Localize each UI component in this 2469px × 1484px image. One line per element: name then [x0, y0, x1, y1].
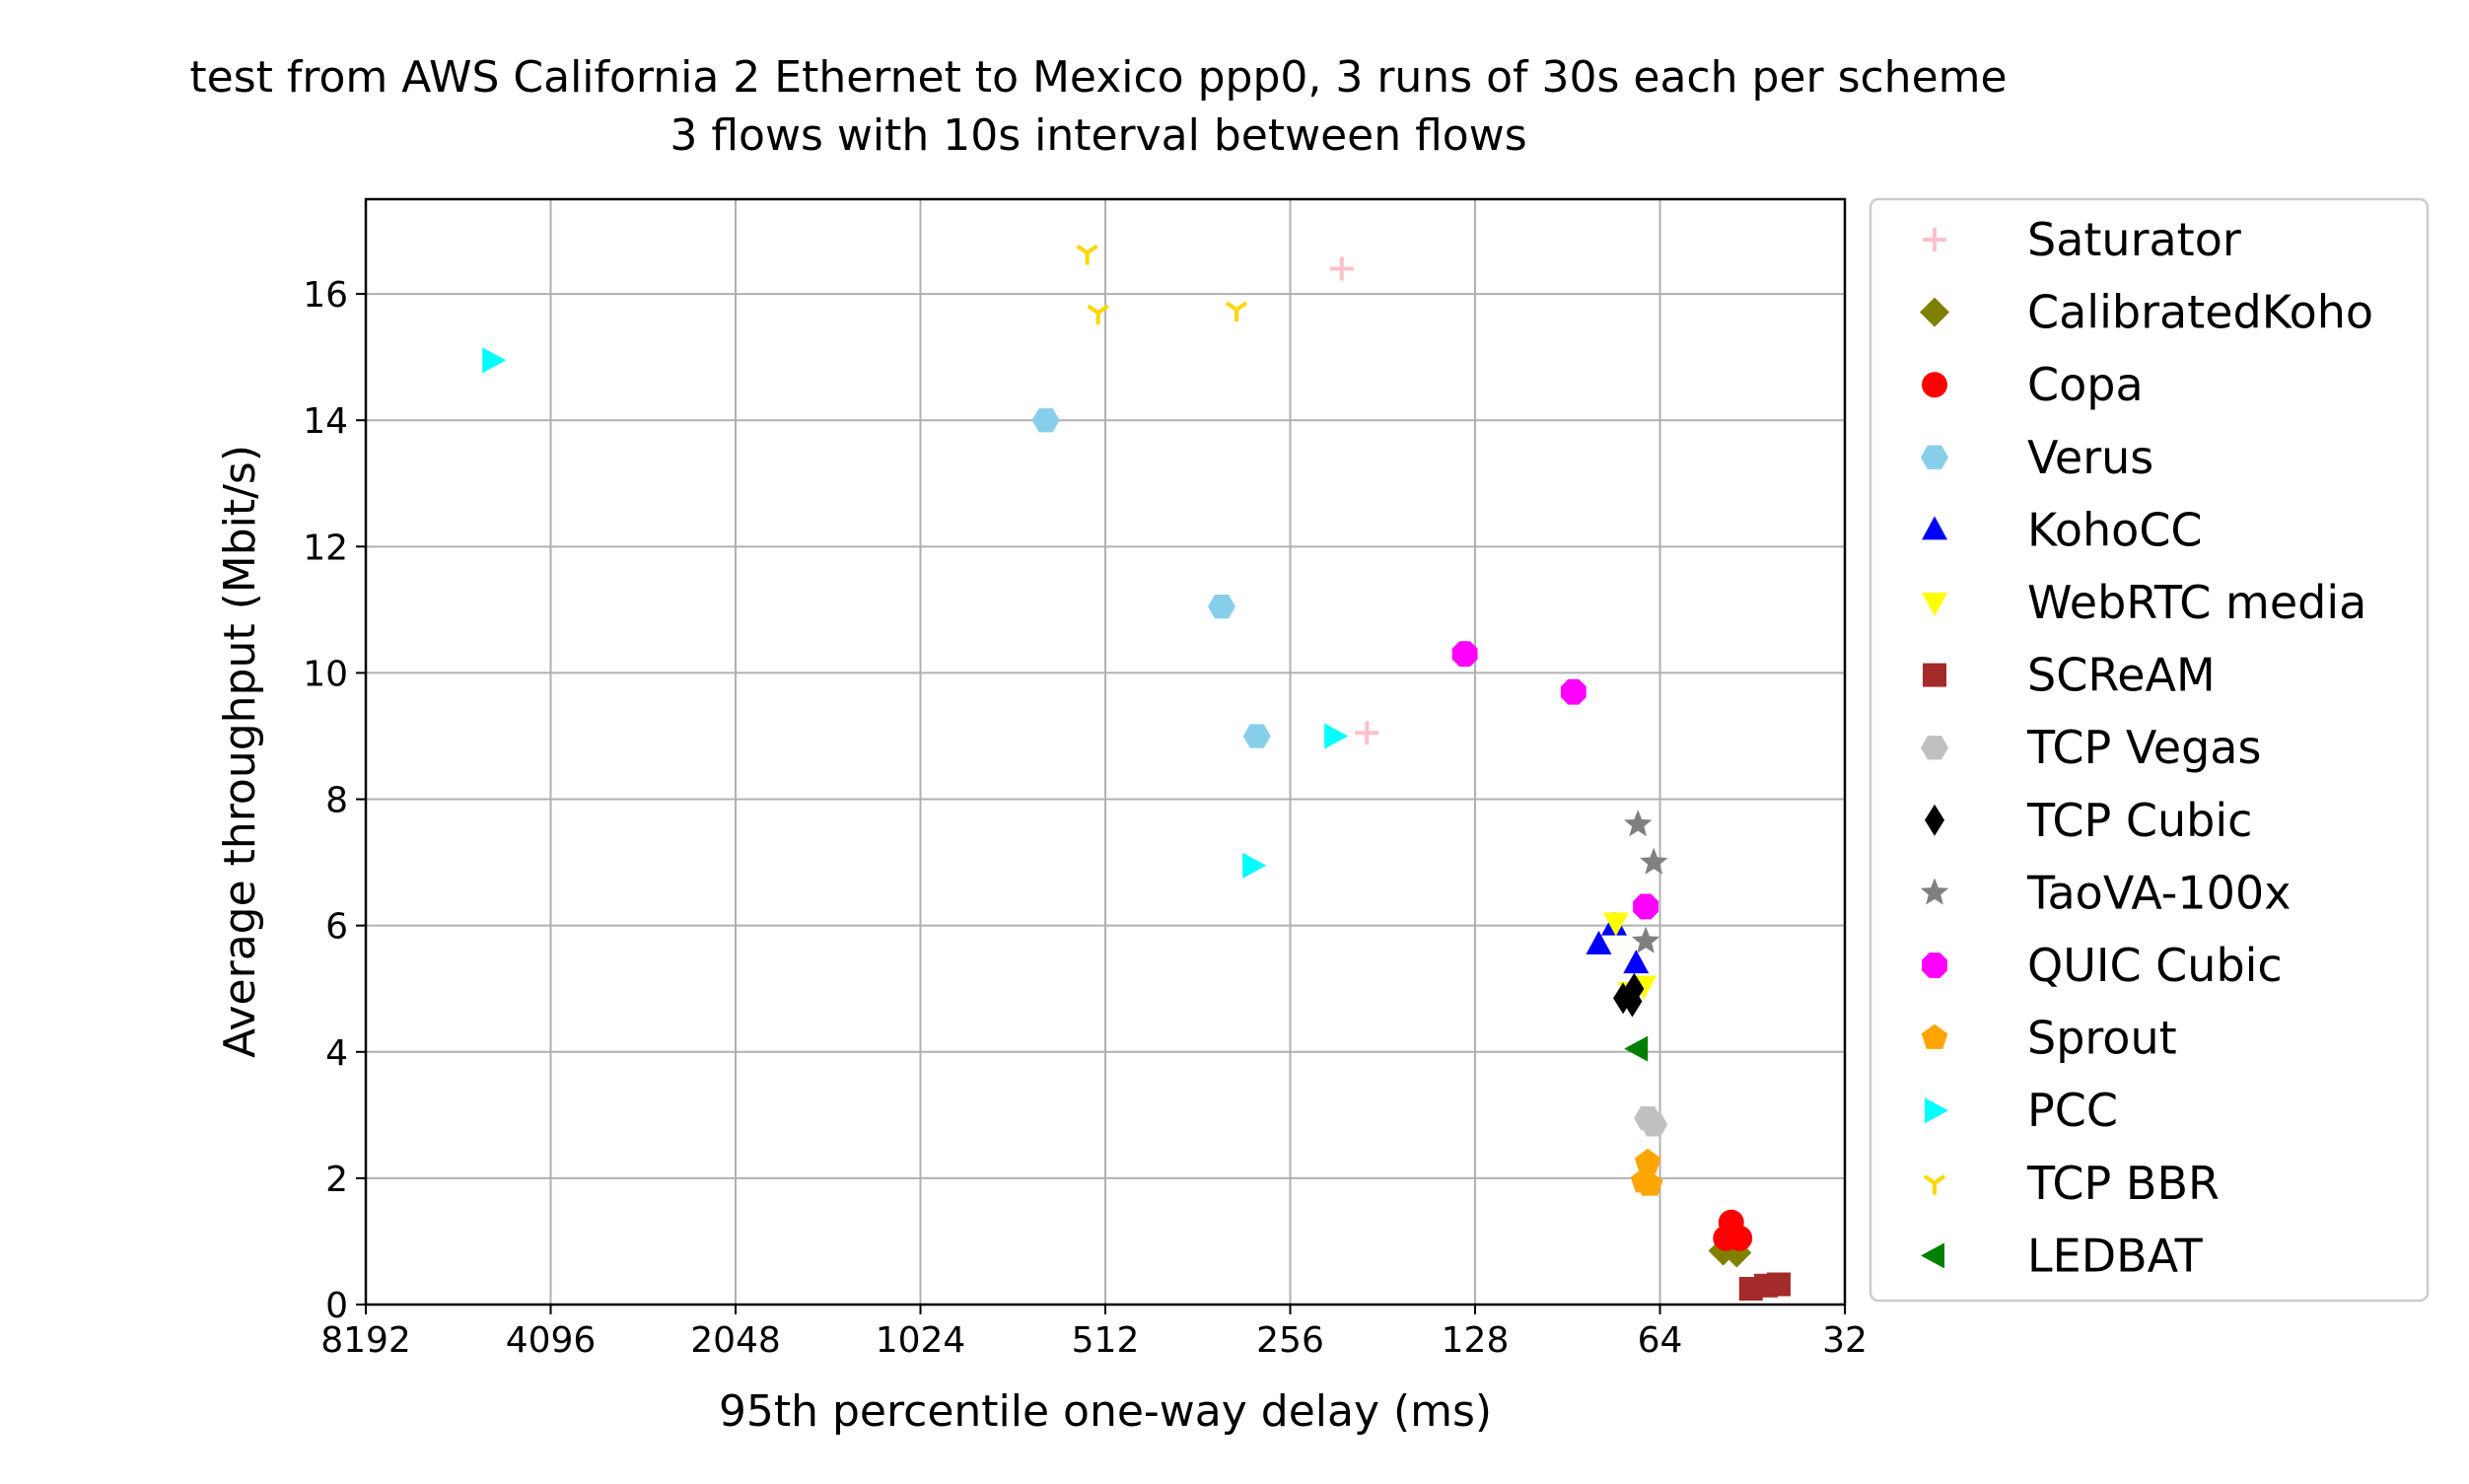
y-tick-label: 0: [325, 1286, 348, 1326]
data-points: [482, 244, 1791, 1301]
legend-marker-taova-100x: [1920, 878, 1949, 905]
point-tcp-bbr: [1087, 304, 1109, 325]
point-tcp-cubic: [1624, 972, 1645, 1005]
point-tcp-bbr: [1225, 301, 1248, 322]
legend-marker-kohocc: [1922, 516, 1947, 540]
point-kohocc: [1623, 950, 1650, 974]
point-taova-100x: [1623, 810, 1653, 837]
x-tick-label: 1024: [876, 1320, 966, 1361]
legend-label-tcp-cubic: TCP Cubic: [2026, 794, 2252, 847]
point-scream: [1766, 1272, 1791, 1297]
chart-title-line2: 3 flows with 10s interval between flows: [670, 110, 1526, 161]
point-pcc: [1242, 852, 1267, 879]
legend-marker-webrtc-media: [1922, 593, 1947, 616]
point-quic-cubic: [1633, 893, 1659, 920]
x-tick-label: 2048: [690, 1320, 781, 1361]
point-copa: [1727, 1225, 1753, 1251]
y-tick-label: 8: [325, 781, 348, 821]
legend-label-webrtc-media: WebRTC media: [2027, 576, 2366, 629]
y-tick-label: 2: [325, 1160, 348, 1200]
point-pcc: [1324, 723, 1349, 749]
legend-box: [1869, 197, 2430, 1303]
point-kohocc: [1586, 930, 1612, 954]
chart-title-line1: test from AWS California 2 Ethernet to M…: [189, 52, 2007, 103]
legend-label-calibratedkoho: CalibratedKoho: [2027, 286, 2373, 339]
legend-marker-copa: [1922, 372, 1947, 398]
legend-marker-pcc: [1925, 1097, 1948, 1124]
x-axis-ticks: 8192 4096 2048 1024 512 256 128 64 32: [320, 1305, 1868, 1361]
legend-marker-tcp-vegas: [1921, 736, 1948, 760]
point-saturator: [1355, 721, 1379, 745]
y-tick-label: 12: [303, 528, 348, 568]
legend-marker-scream: [1923, 663, 1946, 687]
legend-label-pcc: PCC: [2027, 1084, 2118, 1137]
legend-label-taova-100x: TaoVA-100x: [2026, 866, 2291, 919]
x-axis-label: 95th percentile one-way delay (ms): [719, 1386, 1492, 1437]
legend-label-tcp-vegas: TCP Vegas: [2026, 721, 2261, 774]
point-tcp-bbr: [1076, 244, 1098, 265]
legend: Saturator CalibratedKoho Copa Verus KohoCC We…: [1869, 197, 2430, 1303]
point-quic-cubic: [1451, 641, 1478, 668]
point-verus: [1208, 595, 1235, 619]
legend-marker-sprout: [1921, 1024, 1948, 1049]
point-taova-100x: [1631, 926, 1660, 954]
point-quic-cubic: [1560, 678, 1587, 705]
point-pcc: [482, 347, 507, 374]
x-tick-label: 256: [1256, 1320, 1324, 1361]
x-tick-label: 128: [1442, 1320, 1510, 1361]
legend-label-ledbat: LEDBAT: [2027, 1229, 2204, 1282]
grid: [366, 199, 1845, 1305]
point-saturator: [1329, 256, 1354, 281]
legend-marker-tcp-bbr: [1923, 1174, 1946, 1195]
legend-marker-calibratedkoho: [1920, 297, 1949, 327]
legend-label-scream: SCReAM: [2027, 649, 2216, 702]
legend-label-copa: Copa: [2027, 358, 2144, 411]
legend-marker-tcp-cubic: [1925, 804, 1944, 836]
y-tick-label: 16: [303, 275, 348, 316]
y-tick-label: 14: [303, 401, 348, 442]
y-axis-label: Average throughput (Mbit/s): [215, 445, 265, 1058]
legend-marker-quic-cubic: [1922, 953, 1947, 978]
point-verus: [1242, 724, 1271, 748]
x-tick-label: 64: [1638, 1320, 1683, 1361]
legend-label-verus: Verus: [2027, 431, 2153, 484]
legend-marker-ledbat: [1921, 1242, 1944, 1269]
point-sprout: [1634, 1148, 1661, 1174]
y-tick-label: 4: [325, 1033, 348, 1074]
y-axis-ticks: 0 2 4 6 8 10 12 14 16: [303, 275, 366, 1326]
legend-label-quic-cubic: QUIC Cubic: [2027, 939, 2283, 992]
x-tick-label: 4096: [506, 1320, 597, 1361]
legend-label-sprout: Sprout: [2027, 1012, 2177, 1065]
legend-label-kohocc: KohoCC: [2027, 503, 2203, 556]
x-tick-label: 32: [1822, 1320, 1868, 1361]
point-sprout: [1636, 1170, 1663, 1196]
x-tick-label: 512: [1072, 1320, 1140, 1361]
legend-marker-verus: [1921, 445, 1948, 469]
x-tick-label: 8192: [320, 1320, 411, 1361]
point-webrtc-media: [1602, 912, 1629, 937]
point-tcp-vegas: [1640, 1112, 1668, 1137]
legend-label-saturator: Saturator: [2027, 213, 2241, 266]
y-tick-label: 6: [325, 907, 348, 948]
legend-label-tcp-bbr: TCP BBR: [2026, 1157, 2220, 1210]
y-tick-label: 10: [303, 654, 348, 694]
point-taova-100x: [1639, 847, 1668, 875]
point-verus: [1031, 408, 1060, 433]
legend-marker-saturator: [1923, 228, 1946, 251]
point-ledbat: [1624, 1035, 1649, 1062]
